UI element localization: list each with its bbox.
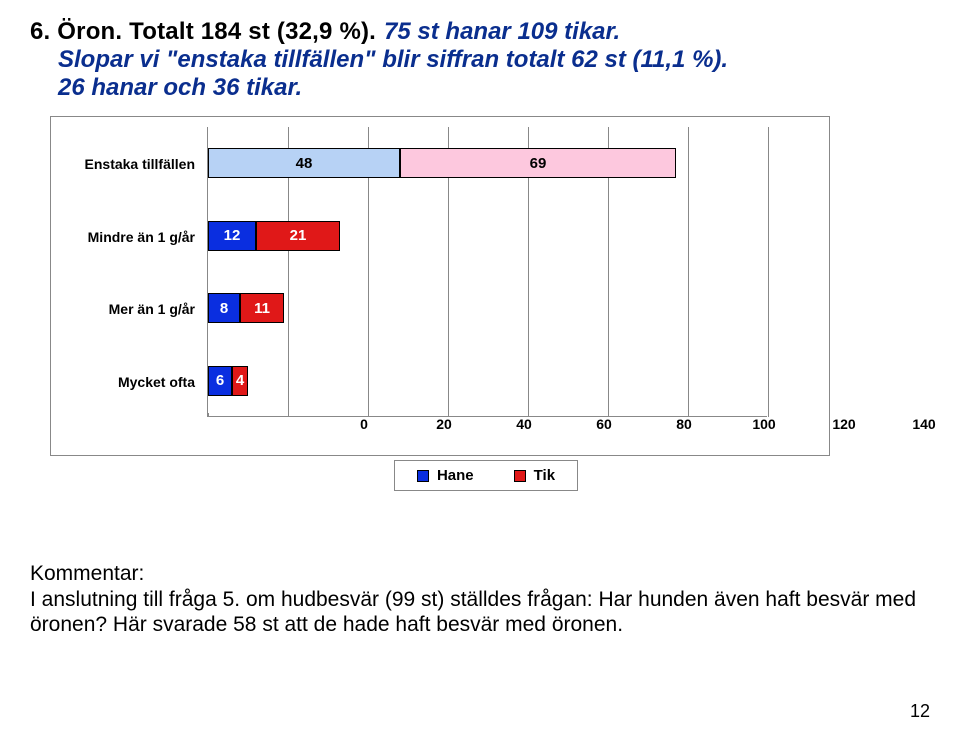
kommentar-block: Kommentar: I anslutning till fråga 5. om… <box>30 561 930 638</box>
bar-group: 48 69 <box>208 148 676 178</box>
x-tick-label: 140 <box>912 416 935 432</box>
x-tick-label: 20 <box>436 416 452 432</box>
bar-value-hane: 48 <box>296 155 313 172</box>
x-axis: 020406080100120140 <box>364 416 924 434</box>
bar-hane: 48 <box>208 148 400 178</box>
x-tick-label: 80 <box>676 416 692 432</box>
heading-line-2: Slopar vi "enstaka tillfällen" blir siff… <box>58 46 930 74</box>
legend-label-tik: Tik <box>534 467 555 484</box>
legend-item-hane: Hane <box>417 467 474 484</box>
bar-chart: Enstaka tillfällen Mindre än 1 g/år Mer än… <box>50 116 830 456</box>
heading-line-2-before: Slopar vi "enstaka tillfällen" blir siff… <box>58 46 632 73</box>
x-tick-label: 100 <box>752 416 775 432</box>
x-tick-label: 40 <box>516 416 532 432</box>
gridline <box>768 127 769 416</box>
kommentar-label: Kommentar: <box>30 561 930 587</box>
bar-value-tik: 21 <box>290 227 307 244</box>
page-number: 12 <box>910 701 930 722</box>
plot-area: 4869122181164 020406080100120140 <box>207 127 767 417</box>
category-label: Mer än 1 g/år <box>49 301 195 317</box>
bar-value-tik: 69 <box>530 155 547 172</box>
bar-hane: 8 <box>208 293 240 323</box>
heading-line-3: 26 hanar och 36 tikar. <box>58 74 930 102</box>
bar-value-hane: 8 <box>220 300 228 317</box>
heading-line-2-emph: (11,1 %). <box>632 46 728 73</box>
heading: 6. Öron. Totalt 184 st (32,9 %). 75 st h… <box>30 18 930 102</box>
category-labels: Enstaka tillfällen Mindre än 1 g/år Mer än… <box>51 129 201 455</box>
heading-strong: 6. Öron. Totalt 184 st (32,9 %). <box>30 18 376 46</box>
tick-mark <box>208 413 209 417</box>
bar-hane: 6 <box>208 366 232 396</box>
bar-value-tik: 4 <box>236 372 244 389</box>
heading-italic-1: 75 st hanar 109 tikar. <box>384 18 620 46</box>
bar-value-tik: 11 <box>254 300 270 317</box>
legend-label-hane: Hane <box>437 467 474 484</box>
bar-group: 8 11 <box>208 293 284 323</box>
bar-tik: 11 <box>240 293 284 323</box>
bar-value-hane: 12 <box>224 227 241 244</box>
category-label: Mycket ofta <box>49 374 195 390</box>
legend-item-tik: Tik <box>514 467 555 484</box>
legend-box: Hane Tik <box>394 460 578 491</box>
gridline <box>688 127 689 416</box>
x-tick-label: 120 <box>832 416 855 432</box>
legend-swatch-tik <box>514 470 526 482</box>
bar-tik: 69 <box>400 148 676 178</box>
category-label: Enstaka tillfällen <box>49 156 195 172</box>
tick-mark <box>288 413 289 417</box>
kommentar-text: I anslutning till fråga 5. om hudbesvär … <box>30 587 930 638</box>
bar-group: 64 <box>208 366 248 396</box>
legend: Hane Tik <box>206 460 766 491</box>
bar-hane: 12 <box>208 221 256 251</box>
category-label: Mindre än 1 g/år <box>49 229 195 245</box>
bar-value-hane: 6 <box>216 372 224 389</box>
bar-tik: 21 <box>256 221 340 251</box>
x-tick-label: 60 <box>596 416 612 432</box>
bar-tik: 4 <box>232 366 248 396</box>
x-tick-label: 0 <box>360 416 368 432</box>
bar-group: 12 21 <box>208 221 340 251</box>
legend-swatch-hane <box>417 470 429 482</box>
chart-container: Enstaka tillfällen Mindre än 1 g/år Mer än… <box>50 116 830 491</box>
